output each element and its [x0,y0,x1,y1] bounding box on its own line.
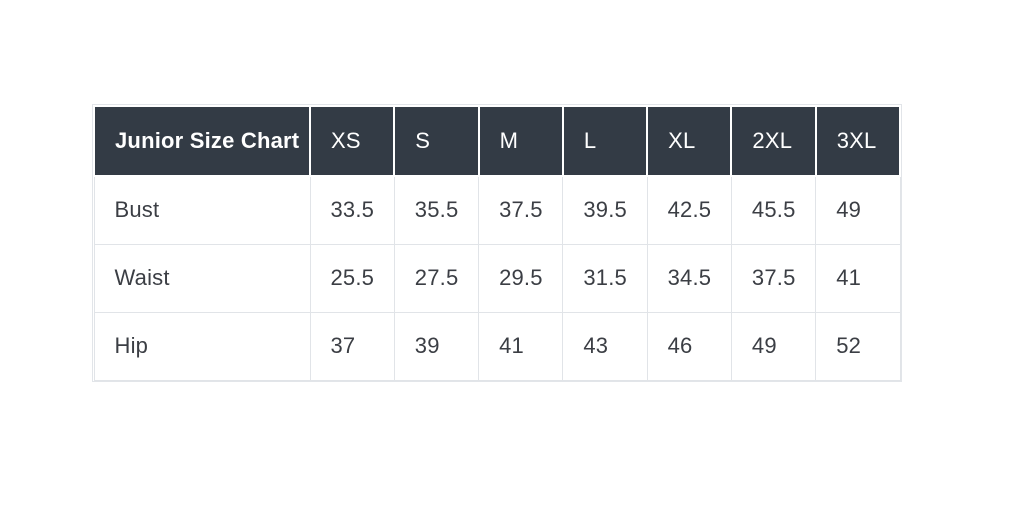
table-body: Bust 33.5 35.5 37.5 39.5 42.5 45.5 49 Wa… [93,175,901,381]
row-label: Waist [93,243,311,313]
column-header-2xl: 2XL [730,105,817,177]
cell-waist-2xl: 37.5 [730,243,817,313]
cell-hip-xl: 46 [646,311,732,381]
cell-bust-3xl: 49 [815,175,901,245]
column-header-l: L [561,105,649,177]
table-row-bust: Bust 33.5 35.5 37.5 39.5 42.5 45.5 49 [93,175,901,245]
cell-hip-s: 39 [393,311,480,381]
column-header-xl: XL [646,105,733,177]
junior-size-chart: Junior Size Chart XS S M L XL 2XL 3XL Bu… [93,105,902,381]
table-header: Junior Size Chart XS S M L XL 2XL 3XL [93,105,902,177]
cell-bust-2xl: 45.5 [730,175,817,245]
column-header-m: M [477,105,564,177]
table-row-hip: Hip 37 39 41 43 46 49 52 [93,311,901,381]
cell-waist-m: 29.5 [478,243,564,313]
cell-hip-l: 43 [562,311,648,381]
cell-hip-3xl: 52 [815,311,901,381]
column-header-xs: XS [308,105,396,177]
column-header-s: S [393,105,480,177]
cell-bust-xl: 42.5 [646,175,732,245]
row-label: Bust [93,175,311,245]
cell-bust-l: 39.5 [562,175,648,245]
cell-bust-s: 35.5 [393,175,480,245]
column-header-3xl: 3XL [814,105,902,177]
cell-bust-m: 37.5 [478,175,564,245]
size-chart-table: Junior Size Chart XS S M L XL 2XL 3XL Bu… [92,104,902,382]
cell-waist-xl: 34.5 [646,243,732,313]
cell-waist-xs: 25.5 [309,243,395,313]
row-label: Hip [93,311,311,381]
cell-waist-3xl: 41 [815,243,901,313]
cell-hip-2xl: 49 [730,311,817,381]
cell-waist-s: 27.5 [393,243,480,313]
table-row-waist: Waist 25.5 27.5 29.5 31.5 34.5 37.5 41 [93,243,901,313]
header-row: Junior Size Chart XS S M L XL 2XL 3XL [93,105,902,177]
cell-waist-l: 31.5 [562,243,648,313]
cell-bust-xs: 33.5 [309,175,395,245]
table-title: Junior Size Chart [93,105,311,177]
cell-hip-m: 41 [478,311,564,381]
cell-hip-xs: 37 [309,311,395,381]
